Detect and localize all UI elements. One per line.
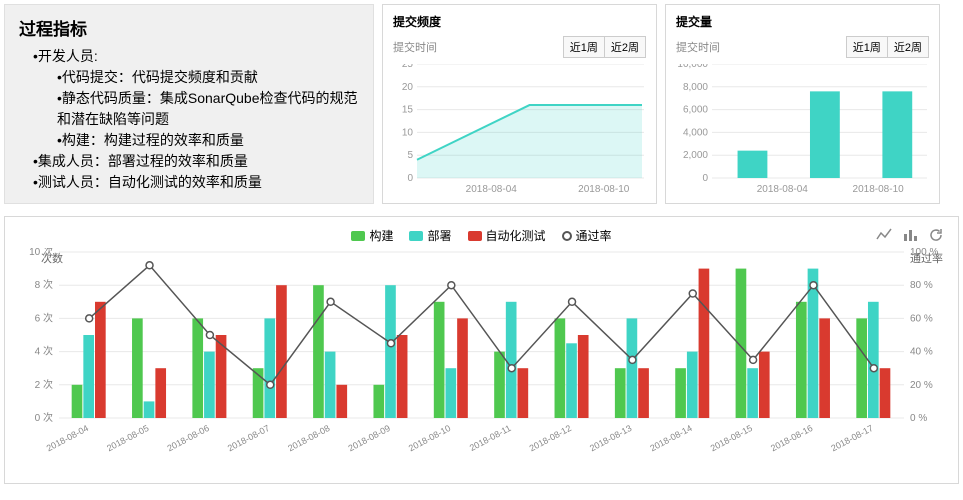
commit-frequency-chart: 提交频度 提交时间 近1周 近2周 0 5 10 15 20 25 2018-08-04 20… (382, 4, 657, 204)
svg-text:6 次: 6 次 (35, 311, 53, 324)
svg-text:2018-08-13: 2018-08-13 (588, 423, 633, 453)
svg-text:8,000: 8,000 (683, 82, 708, 93)
list-subitem: •构建：构建过程的效率和质量 (57, 130, 359, 151)
svg-text:2018-08-06: 2018-08-06 (165, 423, 210, 453)
legend-line-marker (562, 231, 572, 241)
legend-label: 构建 (369, 227, 393, 244)
svg-text:2018-08-10: 2018-08-10 (407, 423, 452, 453)
commit-frequency-title: 提交频度 (393, 13, 646, 30)
svg-text:2018-08-08: 2018-08-08 (286, 423, 331, 453)
commit-volume-sublabel: 提交时间 (676, 39, 720, 55)
svg-text:15: 15 (402, 105, 414, 116)
svg-text:8 次: 8 次 (35, 278, 53, 291)
legend-swatch (468, 231, 482, 241)
range-1week-button[interactable]: 近1周 (846, 36, 887, 58)
svg-text:40 %: 40 % (910, 347, 933, 358)
process-indicator-panel: 过程指标 •开发人员:•代码提交：代码提交频度和贡献•静态代码质量：集成Sona… (4, 4, 374, 204)
svg-text:2018-08-14: 2018-08-14 (648, 423, 693, 453)
svg-text:2018-08-04: 2018-08-04 (757, 184, 809, 194)
svg-text:0 次: 0 次 (35, 411, 53, 424)
svg-text:2 次: 2 次 (35, 378, 53, 391)
svg-text:2018-08-17: 2018-08-17 (829, 423, 874, 453)
svg-text:0 %: 0 % (910, 413, 927, 424)
range-2week-button[interactable]: 近2周 (887, 36, 929, 58)
svg-text:2,000: 2,000 (683, 150, 708, 161)
svg-text:6,000: 6,000 (683, 105, 708, 116)
svg-text:2018-08-09: 2018-08-09 (347, 423, 392, 453)
commit-volume-range-buttons: 近1周 近2周 (846, 36, 929, 58)
refresh-icon[interactable] (928, 227, 944, 243)
main-plot-area: 次数通过率0 次2 次4 次6 次8 次10 次0 %20 %40 %60 %8… (15, 248, 948, 458)
legend-item[interactable]: 通过率 (562, 227, 612, 244)
legend-swatch (351, 231, 365, 241)
svg-text:2018-08-16: 2018-08-16 (769, 423, 814, 453)
list-subitem: •静态代码质量：集成SonarQube检查代码的规范和潜在缺陷等问题 (57, 88, 359, 130)
list-item: •开发人员:•代码提交：代码提交频度和贡献•静态代码质量：集成SonarQube… (33, 46, 359, 151)
svg-text:4,000: 4,000 (683, 127, 708, 138)
svg-text:5: 5 (407, 150, 413, 161)
range-1week-button[interactable]: 近1周 (563, 36, 604, 58)
svg-text:20: 20 (402, 82, 414, 93)
svg-text:2018-08-04: 2018-08-04 (45, 423, 90, 453)
panel-list: •开发人员:•代码提交：代码提交频度和贡献•静态代码质量：集成SonarQube… (19, 46, 359, 193)
chart-toolbar (876, 227, 944, 243)
build-deploy-test-chart: 构建部署自动化测试通过率 次数通过率0 次2 次4 次6 次8 次10 次0 %… (4, 216, 959, 484)
legend-item[interactable]: 自动化测试 (468, 227, 546, 244)
chart-legend: 构建 部署 自动化测试 通过率 (15, 227, 948, 244)
svg-text:2018-08-07: 2018-08-07 (226, 423, 271, 453)
commit-volume-chart: 提交量 提交时间 近1周 近2周 0 2,000 4,000 6,000 8,000 10… (665, 4, 940, 204)
svg-text:10: 10 (402, 127, 414, 138)
legend-swatch (409, 231, 423, 241)
list-item: •集成人员：部署过程的效率和质量 (33, 151, 359, 172)
svg-text:0: 0 (407, 173, 413, 184)
bar-icon[interactable] (902, 227, 918, 243)
range-2week-button[interactable]: 近2周 (604, 36, 646, 58)
list-item: •测试人员：自动化测试的效率和质量 (33, 172, 359, 193)
svg-text:10 次: 10 次 (29, 248, 53, 258)
panel-title: 过程指标 (19, 15, 359, 40)
svg-text:2018-08-05: 2018-08-05 (105, 423, 150, 453)
legend-label: 通过率 (576, 227, 612, 244)
legend-item[interactable]: 部署 (409, 227, 451, 244)
svg-text:2018-08-04: 2018-08-04 (466, 184, 518, 194)
svg-text:4 次: 4 次 (35, 345, 53, 358)
svg-text:60 %: 60 % (910, 313, 933, 324)
line-icon[interactable] (876, 227, 892, 243)
svg-text:10,000: 10,000 (677, 64, 708, 70)
list-subitem: •代码提交：代码提交频度和贡献 (57, 67, 359, 88)
legend-label: 部署 (427, 227, 451, 244)
svg-text:2018-08-10: 2018-08-10 (578, 184, 630, 194)
commit-volume-title: 提交量 (676, 13, 929, 30)
legend-item[interactable]: 构建 (351, 227, 393, 244)
svg-text:20 %: 20 % (910, 380, 933, 391)
svg-text:80 %: 80 % (910, 280, 933, 291)
commit-volume-plot: 0 2,000 4,000 6,000 8,000 10,000 2018-08-04 201… (676, 64, 929, 194)
commit-frequency-plot: 0 5 10 15 20 25 2018-08-04 2018-08-10 (393, 64, 646, 194)
commit-frequency-sublabel: 提交时间 (393, 39, 437, 55)
svg-text:2018-08-12: 2018-08-12 (528, 423, 573, 453)
legend-label: 自动化测试 (486, 227, 546, 244)
commit-frequency-range-buttons: 近1周 近2周 (563, 36, 646, 58)
svg-text:25: 25 (402, 64, 414, 70)
svg-text:100 %: 100 % (910, 248, 938, 258)
svg-text:2018-08-15: 2018-08-15 (709, 423, 754, 453)
svg-text:2018-08-11: 2018-08-11 (468, 423, 513, 453)
svg-text:2018-08-10: 2018-08-10 (853, 184, 905, 194)
svg-text:0: 0 (702, 173, 708, 184)
